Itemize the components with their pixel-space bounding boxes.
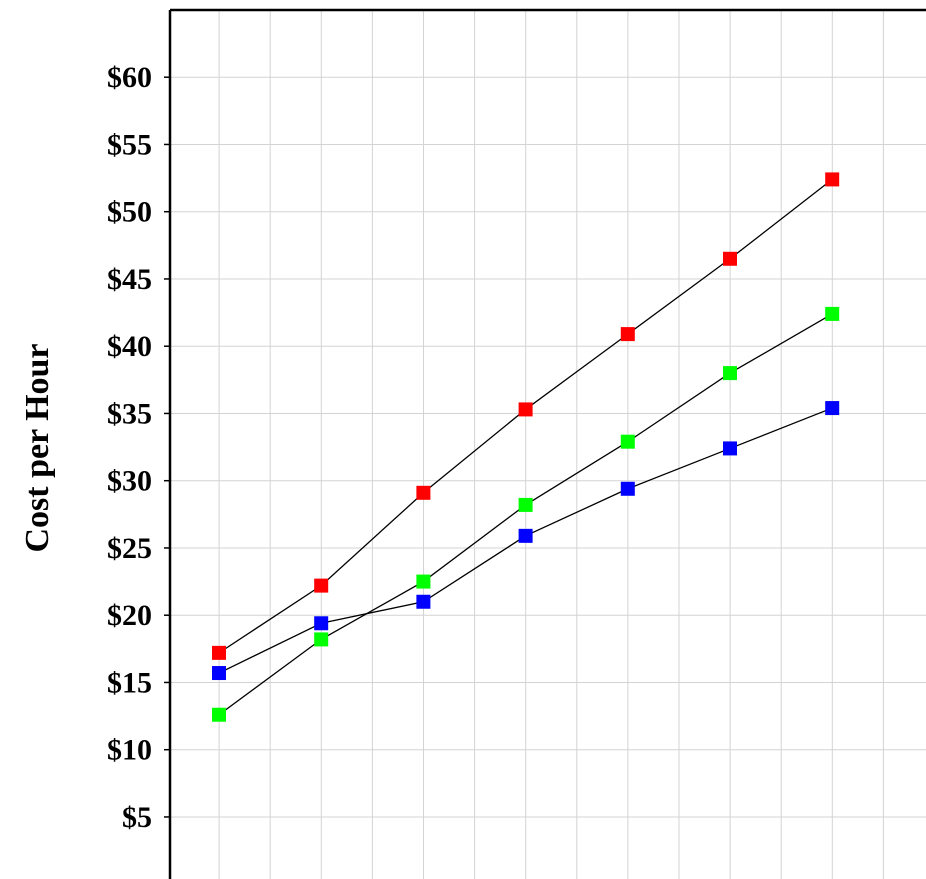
axes xyxy=(164,8,926,879)
y-tick-label: $15 xyxy=(107,666,152,699)
data-point-marker xyxy=(518,402,533,417)
y-axis-label: Cost per Hour xyxy=(19,343,56,552)
y-tick-label: $55 xyxy=(107,128,152,161)
data-point-marker xyxy=(825,401,840,416)
data-point-marker xyxy=(416,574,431,589)
data-point-marker xyxy=(620,481,635,496)
y-tick-label: $40 xyxy=(107,330,152,363)
y-tick-label: $45 xyxy=(107,263,152,296)
data-point-marker xyxy=(212,666,226,681)
data-point-marker xyxy=(314,578,329,593)
data-point-marker xyxy=(314,632,329,647)
data-point-marker xyxy=(825,172,840,187)
y-tick-label: $60 xyxy=(107,61,152,94)
data-point-marker xyxy=(212,645,226,660)
y-tick-label: $25 xyxy=(107,532,152,565)
y-tick-label: $35 xyxy=(107,397,152,430)
data-point-marker xyxy=(620,434,635,449)
data-point-marker xyxy=(416,594,431,609)
data-point-marker xyxy=(518,528,533,543)
y-tick-label: $50 xyxy=(107,196,152,229)
series xyxy=(212,172,840,722)
data-point-marker xyxy=(416,485,431,500)
data-point-marker xyxy=(518,497,533,512)
y-tick-label: $20 xyxy=(107,599,152,632)
grid xyxy=(170,10,926,879)
data-point-marker xyxy=(314,616,329,631)
data-point-marker xyxy=(723,366,737,381)
y-tick-label: $30 xyxy=(107,465,152,498)
y-tick-labels: $5 $10 $15 $20 $25 $30 $35 $40 $45 $50 $55 $60 xyxy=(107,61,152,834)
data-point-marker xyxy=(620,327,635,342)
data-point-marker xyxy=(723,251,737,266)
y-tick-label: $10 xyxy=(107,734,152,767)
y-tick-label: $5 xyxy=(122,801,152,834)
data-point-marker xyxy=(723,441,737,456)
data-point-marker xyxy=(825,306,840,321)
data-point-marker xyxy=(212,707,226,722)
